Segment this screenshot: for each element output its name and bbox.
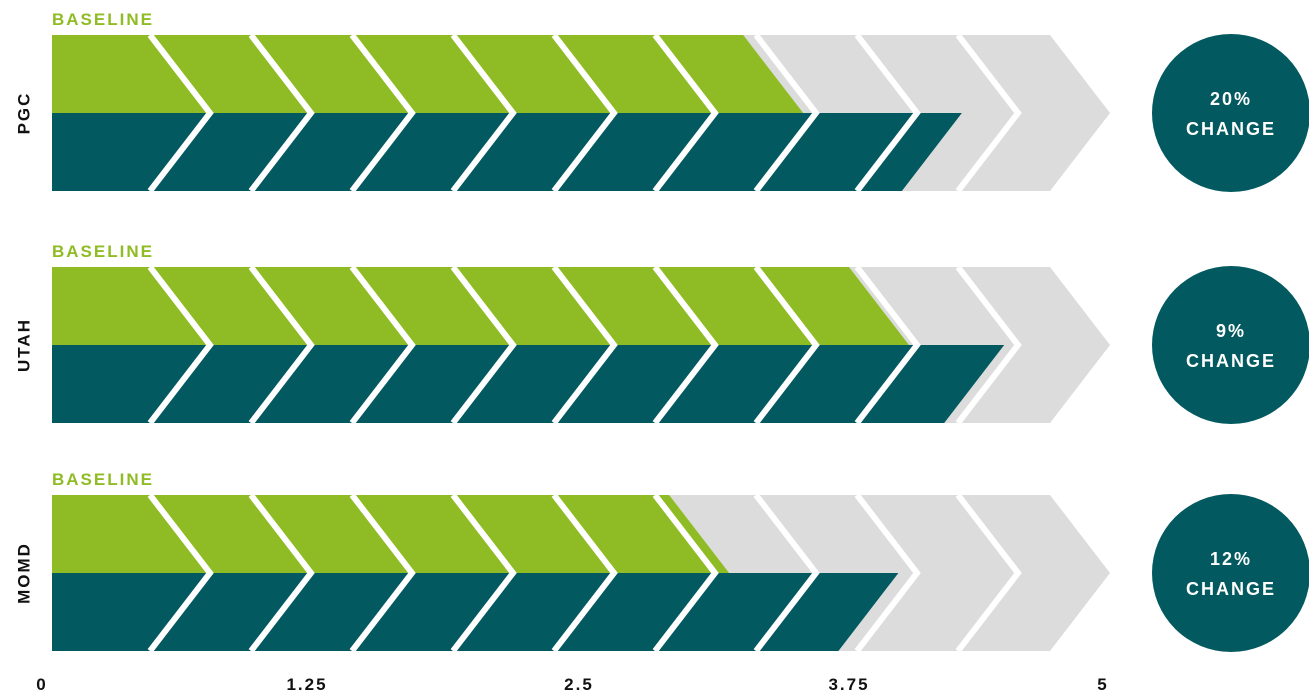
change-badge-circle	[1152, 266, 1309, 424]
change-value: 20%	[1210, 89, 1252, 109]
x-tick-label: 2.5	[564, 675, 594, 694]
x-axis: 0 1.25 2.5 3.75 5	[36, 675, 1108, 694]
change-label: CHANGE	[1186, 119, 1276, 139]
x-tick-label: 5	[1097, 675, 1108, 694]
chart-row: BASELINE UTAH 9% CHANGE	[14, 242, 1309, 424]
comparison-bar	[52, 113, 962, 191]
baseline-label: BASELINE	[52, 242, 154, 261]
comparison-bar	[52, 345, 1005, 423]
chevron-separator	[147, 35, 1022, 191]
baseline-label: BASELINE	[52, 470, 154, 489]
x-tick-label: 1.25	[286, 675, 327, 694]
x-tick-label: 3.75	[828, 675, 869, 694]
change-label: CHANGE	[1186, 351, 1276, 371]
x-tick-label: 0	[36, 675, 47, 694]
change-value: 9%	[1216, 321, 1246, 341]
row-category-label: UTAH	[14, 318, 33, 372]
change-value: 12%	[1210, 549, 1252, 569]
chevron-separator	[147, 495, 1022, 651]
change-badge-circle	[1152, 34, 1309, 192]
change-label: CHANGE	[1186, 579, 1276, 599]
change-badge-circle	[1152, 494, 1309, 652]
chart-row: BASELINE PGC 20% CHANGE	[14, 10, 1309, 192]
row-category-label: MOMD	[14, 542, 33, 604]
baseline-bar	[52, 495, 730, 573]
row-category-label: PGC	[14, 92, 33, 135]
chevron-separator	[147, 267, 1022, 423]
chart-row: BASELINE MOMD 12% CHANGE	[14, 470, 1309, 652]
baseline-label: BASELINE	[52, 10, 154, 29]
baseline-bar	[52, 35, 804, 113]
